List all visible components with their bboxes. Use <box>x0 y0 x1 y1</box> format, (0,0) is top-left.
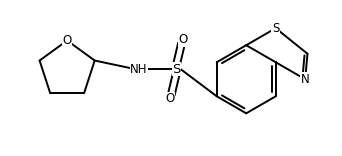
Text: N: N <box>301 73 310 86</box>
Text: O: O <box>63 34 72 47</box>
Text: NH: NH <box>130 63 148 76</box>
Text: S: S <box>172 63 181 76</box>
Text: S: S <box>272 22 279 35</box>
Text: O: O <box>179 33 188 46</box>
Text: O: O <box>165 92 174 105</box>
